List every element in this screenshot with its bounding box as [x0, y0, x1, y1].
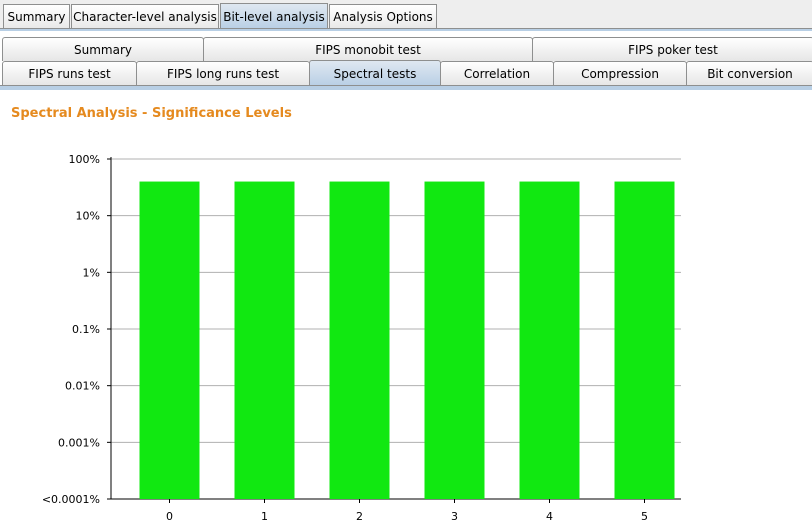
- y-tick-label: <0.0001%: [42, 493, 100, 506]
- x-tick-label: 1: [261, 510, 268, 523]
- panel-title: Spectral Analysis - Significance Levels: [11, 106, 292, 121]
- tab-analysis-options[interactable]: Analysis Options: [329, 4, 437, 28]
- subtab-correlation[interactable]: Correlation: [440, 61, 554, 85]
- subtab-divider: [0, 85, 812, 90]
- subtab-spectral-tests[interactable]: Spectral tests: [309, 60, 441, 86]
- bar: [139, 181, 200, 499]
- subtab-summary[interactable]: Summary: [2, 37, 204, 61]
- y-tick-label: 10%: [76, 210, 100, 223]
- y-tick-label: 100%: [69, 153, 100, 166]
- subtab-fips-monobit-test[interactable]: FIPS monobit test: [203, 37, 533, 61]
- top-tab-bar: Summary Character-level analysis Bit-lev…: [0, 0, 812, 30]
- tab-summary[interactable]: Summary: [3, 4, 70, 28]
- x-tick-label: 0: [166, 510, 173, 523]
- subtab-fips-long-runs-test[interactable]: FIPS long runs test: [136, 61, 310, 85]
- y-tick-label: 1%: [83, 266, 100, 279]
- x-tick-label: 3: [451, 510, 458, 523]
- y-tick-label: 0.001%: [58, 436, 100, 449]
- subtab-bit-conversion[interactable]: Bit conversion: [686, 61, 812, 85]
- subtab-fips-runs-test[interactable]: FIPS runs test: [2, 61, 137, 85]
- bar: [329, 181, 390, 499]
- top-tab-divider: [0, 28, 812, 31]
- x-tick-label: 2: [356, 510, 363, 523]
- tab-bit-level-analysis[interactable]: Bit-level analysis: [220, 3, 328, 29]
- x-tick-label: 5: [641, 510, 648, 523]
- spectral-significance-chart: 100% 10% 1% 0.1% 0.01% 0.001% <0.0001% 0 1 2 3 4 5: [42, 153, 681, 523]
- bar: [519, 181, 580, 499]
- bar: [424, 181, 485, 499]
- x-tick-label: 4: [546, 510, 553, 523]
- y-tick-label: 0.1%: [72, 323, 100, 336]
- subtab-fips-poker-test[interactable]: FIPS poker test: [532, 37, 812, 61]
- y-tick-label: 0.01%: [65, 380, 100, 393]
- bar: [614, 181, 675, 499]
- bar: [234, 181, 295, 499]
- subtab-compression[interactable]: Compression: [553, 61, 687, 85]
- tab-character-level-analysis[interactable]: Character-level analysis: [71, 4, 219, 28]
